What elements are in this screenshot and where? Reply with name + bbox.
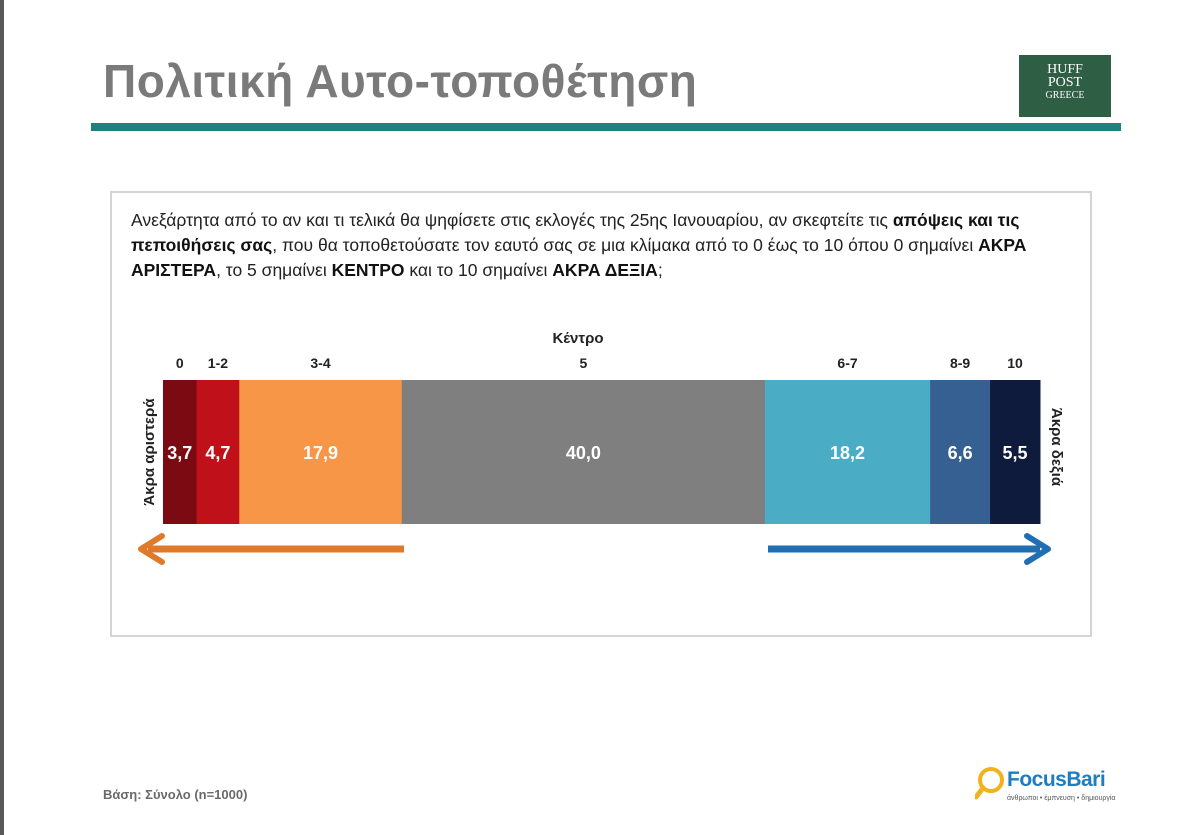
slide-title: Πολιτική Αυτο-τοποθέτηση xyxy=(103,55,698,107)
question-bold-1: απόψεις και τις πεποιθήσεις σας xyxy=(131,210,1020,255)
question-text-4: και το 10 σημαίνει xyxy=(404,260,553,280)
bar-segment xyxy=(239,380,403,524)
question-text-3: , το 5 σημαίνει xyxy=(216,260,332,280)
huffpost-greece-logo: HUFF POST GREECE xyxy=(1019,55,1111,117)
focusbari-magnifier-icon xyxy=(975,767,1004,800)
bar-segment xyxy=(990,380,1041,524)
category-label: 6-7 xyxy=(837,355,857,371)
focusbari-brand: FocusBari xyxy=(1007,768,1106,791)
logo-line-3: GREECE xyxy=(1045,90,1085,101)
category-label: 0 xyxy=(176,355,184,371)
bar-segment xyxy=(401,380,766,524)
bar-segment xyxy=(163,380,198,524)
value-label: 6,6 xyxy=(948,443,973,463)
focusbari-tagline: άνθρωποι • έμπνευση • δημιουργία xyxy=(1007,795,1116,802)
footer-base-note: Βάση: Σύνολο (n=1000) xyxy=(103,787,248,802)
right-arrow-head xyxy=(1024,533,1051,565)
value-label: 5,5 xyxy=(1003,443,1028,463)
category-label: 10 xyxy=(1007,355,1023,371)
value-label: 3,7 xyxy=(167,443,192,463)
bar-segment xyxy=(764,380,931,524)
left-axis-label: Άκρα αριστερά xyxy=(141,398,158,506)
question-text-1: Ανεξάρτητα από το αν και τι τελικά θα ψη… xyxy=(131,210,893,230)
question-bold-2: ΑΚΡΑ ΑΡΙΣΤΕΡΑ xyxy=(131,235,1027,280)
value-label: 4,7 xyxy=(205,443,230,463)
center-label: Κέντρο xyxy=(552,330,603,347)
left-arrow-head xyxy=(138,533,165,565)
title-divider xyxy=(91,123,1121,131)
category-label: 5 xyxy=(579,355,587,371)
category-label: 8-9 xyxy=(950,355,970,371)
question-bold-3: ΚΕΝΤΡΟ xyxy=(331,260,405,280)
left-edge-bar xyxy=(0,0,4,835)
question-text-5: ; xyxy=(657,260,663,280)
bar-segment xyxy=(930,380,991,524)
category-label: 1-2 xyxy=(208,355,228,371)
question-bold-4: ΑΚΡΑ ΔΕΞΙΑ xyxy=(552,260,658,280)
category-label: 3-4 xyxy=(310,355,330,371)
value-label: 40,0 xyxy=(566,443,601,463)
bar-segment xyxy=(196,380,240,524)
question-text-2: , που θα τοποθετούσατε τον εαυτό σας σε … xyxy=(272,235,979,255)
logo-line-2: POST xyxy=(1047,75,1083,90)
logo-line-1: HUFF xyxy=(1047,62,1083,77)
right-axis-label: Άκρα δεξιά xyxy=(1048,408,1065,487)
value-label: 17,9 xyxy=(303,443,338,463)
value-label: 18,2 xyxy=(830,443,865,463)
survey-question: Ανεξάρτητα από το αν και τι τελικά θα ψη… xyxy=(131,208,1061,283)
